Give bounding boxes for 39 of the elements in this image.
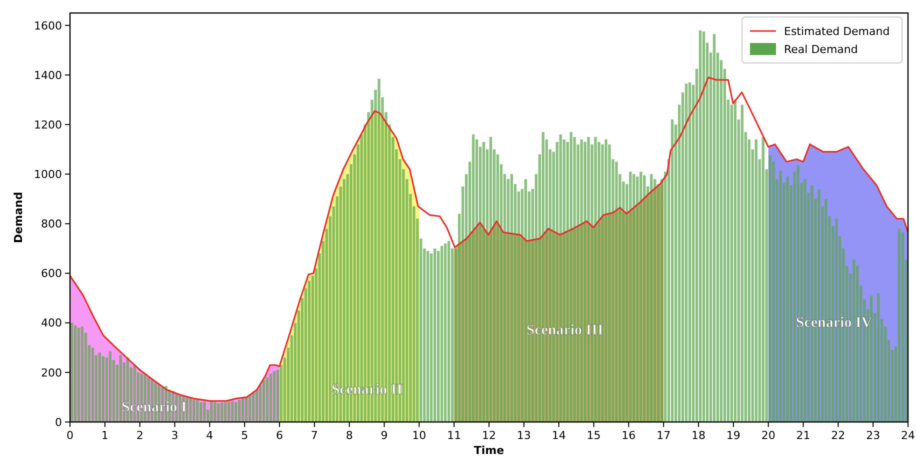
legend-label: Real Demand <box>784 42 858 56</box>
x-tick-label: 1 <box>101 429 108 442</box>
legend-label: Estimated Demand <box>784 24 890 38</box>
x-tick-label: 22 <box>831 429 846 442</box>
x-tick-label: 0 <box>66 429 74 442</box>
x-tick-label: 14 <box>552 429 566 442</box>
y-tick-label: 1400 <box>34 68 62 82</box>
x-tick-label: 9 <box>380 429 388 442</box>
x-tick-label: 7 <box>310 429 318 442</box>
x-tick-label: 19 <box>726 429 740 442</box>
x-axis-title: Time <box>474 444 504 457</box>
y-tick-label: 1600 <box>34 19 62 32</box>
x-tick-label: 4 <box>206 429 214 442</box>
x-tick-label: 10 <box>412 429 426 442</box>
y-tick-label: 200 <box>41 366 62 380</box>
x-tick-label: 6 <box>276 429 283 442</box>
y-tick-label: 600 <box>41 267 62 280</box>
y-tick-label: 1000 <box>34 168 62 181</box>
x-tick-label: 15 <box>586 429 601 442</box>
x-tick-label: 17 <box>656 429 671 442</box>
x-tick-label: 13 <box>516 429 531 442</box>
y-tick-label: 400 <box>41 316 62 330</box>
x-tick-label: 12 <box>482 429 496 442</box>
x-tick-label: 2 <box>136 429 144 442</box>
x-tick-label: 21 <box>796 429 810 442</box>
y-tick-label: 1200 <box>34 118 62 132</box>
y-tick-label: 0 <box>55 416 62 429</box>
y-axis-title: Demand <box>12 192 25 244</box>
x-tick-label: 16 <box>622 429 636 442</box>
x-tick-label: 20 <box>761 429 776 442</box>
series-label: Scenario III <box>526 322 604 339</box>
x-tick-label: 24 <box>901 429 915 442</box>
x-tick-label: 5 <box>241 429 248 442</box>
x-tick-label: 23 <box>866 429 880 442</box>
x-tick-label: 8 <box>346 429 353 442</box>
x-tick-label: 18 <box>692 429 706 442</box>
x-tick-label: 3 <box>171 429 178 442</box>
y-tick-label: 800 <box>41 218 62 231</box>
x-tick-label: 11 <box>447 429 462 442</box>
